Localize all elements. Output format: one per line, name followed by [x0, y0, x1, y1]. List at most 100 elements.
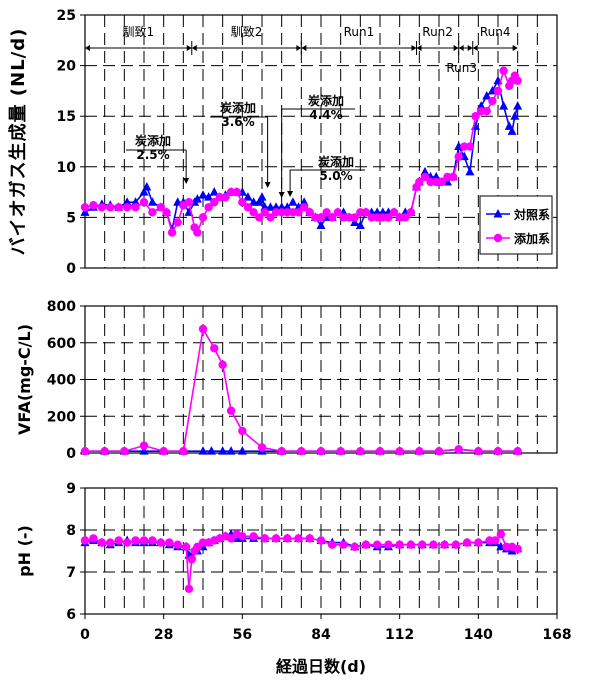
- panel2-series-added-point: [454, 445, 463, 454]
- panel1-series-added-point: [167, 228, 177, 237]
- panel1-series-added-point: [156, 203, 166, 212]
- panel2-series-added-point: [139, 441, 149, 450]
- panel1-series-control-point: [254, 197, 264, 206]
- panel3-series-added-point: [395, 540, 404, 549]
- panel3-series-added-point: [305, 534, 314, 543]
- panel2-series-control-point: [226, 446, 236, 455]
- panel3-series-added-point: [339, 540, 348, 549]
- panel2-series-added-point: [120, 446, 129, 456]
- panel3-series-added-point: [384, 540, 393, 549]
- panel1-series-added-point: [243, 203, 253, 212]
- panel3-series-added-point: [181, 542, 191, 551]
- panel1-series-added-point: [260, 208, 270, 217]
- panel3-series-added-point: [165, 538, 174, 547]
- panel1-series-added-point: [210, 198, 219, 207]
- panel1-series-added-point: [97, 203, 107, 212]
- panel1-series-added-point: [193, 228, 202, 237]
- legend-swatch-marker: [493, 233, 503, 243]
- phase-arrow-head: [85, 45, 90, 51]
- panel2-series-control-point: [218, 446, 228, 455]
- panel2-series-added-point: [434, 446, 444, 456]
- panel2-series-added-point: [513, 446, 522, 456]
- panel1-series-control-point: [513, 101, 523, 110]
- panel1-series-added-point: [305, 208, 314, 217]
- panel2-series-added-point: [238, 426, 247, 436]
- legend-swatch-marker: [493, 209, 503, 218]
- panel3-series-added-point: [451, 540, 461, 549]
- phase-arrow-head: [453, 45, 459, 51]
- panel3-series-added-point: [260, 534, 270, 543]
- panel1-ylabel: バイオガス生成量 (NL/d): [7, 28, 29, 256]
- panel3-ytick-label: 9: [66, 481, 76, 497]
- legend-label-added: 添加系: [514, 231, 550, 246]
- panel1-series-control-point: [299, 197, 309, 206]
- charcoal-annotation-title: 炭添加: [308, 93, 344, 108]
- panel2-series-added-point: [395, 446, 404, 456]
- panel2-series-added-point: [198, 324, 208, 334]
- panel2-ytick-label: 800: [47, 299, 76, 315]
- panel3-series-added-point: [328, 540, 337, 549]
- panel2-series-added-point: [100, 446, 109, 456]
- panel1-series-added-point: [131, 203, 140, 212]
- panel1-series-added-point: [114, 203, 123, 212]
- panel2-series-added-point: [375, 446, 385, 456]
- panel1-series-added-point: [454, 152, 463, 161]
- panel3-series-added-point: [106, 538, 115, 547]
- phase-label-run4: Run4: [480, 25, 511, 39]
- phase-label-馴致2: 馴致2: [231, 25, 263, 39]
- panel1-series-control-point: [420, 166, 430, 176]
- panel1-ytick-label: 5: [66, 210, 76, 226]
- phase-label-馴致1: 馴致1: [123, 25, 155, 39]
- charcoal-annotation-arrow: [278, 192, 285, 198]
- panel3-series-added-point: [294, 534, 303, 543]
- panel1-series-added-point: [389, 208, 399, 217]
- charcoal-annotation-title: 炭添加: [135, 133, 171, 148]
- panel1-series-added-point: [238, 198, 247, 207]
- panel1-series-added-point: [401, 213, 410, 222]
- panel3-series-added-point: [122, 538, 132, 547]
- panel1-ytick-label: 0: [66, 261, 76, 277]
- panel1-series-added-point: [322, 208, 331, 217]
- panel3-series-added-point: [490, 536, 500, 545]
- panel2-series-added-point: [159, 446, 168, 456]
- panel3-xtick-label: 140: [464, 627, 493, 643]
- panel2-series-added-point: [474, 446, 483, 456]
- panel1-series-added-point: [198, 213, 208, 222]
- panel1-series-added-point: [406, 208, 416, 217]
- panel3-series-added-point: [249, 532, 258, 541]
- panel1-series-control-point: [198, 190, 208, 199]
- panel1-series-added-point: [448, 172, 458, 182]
- panel2-series-added-point: [356, 446, 365, 456]
- panel1-series-control-point: [80, 207, 90, 216]
- panel1-series-added-point: [184, 198, 194, 207]
- panel2-ytick-label: 0: [66, 446, 76, 462]
- panel1-series-added-point: [221, 192, 230, 202]
- panel1-ytick-label: 25: [57, 8, 76, 24]
- panel3-series-added-point: [406, 540, 416, 549]
- panel3-xtick-label: 112: [385, 627, 414, 643]
- panel2-series-added-point: [257, 443, 267, 452]
- panel1-series-added-point: [350, 213, 359, 222]
- panel3-series-added-point: [114, 536, 123, 545]
- panel3-series-added-point: [238, 532, 247, 541]
- panel1-series-control-point: [257, 192, 267, 201]
- panel1-series-added-point: [420, 172, 430, 182]
- panel1-series-added-point: [437, 177, 447, 187]
- panel3-series-added-point: [80, 536, 90, 545]
- panel1-series-added-point: [482, 106, 491, 116]
- panel1-series-control-point: [192, 194, 202, 203]
- phase-arrow-head: [301, 45, 307, 51]
- panel3-xtick-label: 84: [311, 627, 331, 643]
- panel3-series-added-point: [131, 536, 140, 545]
- charcoal-annotation-title: 炭添加: [318, 154, 354, 169]
- panel3-series-added-point: [89, 534, 98, 543]
- panel3-series-added-point: [361, 540, 371, 549]
- phase-label-run3: Run3: [446, 61, 477, 75]
- charcoal-annotation-value: 3.6%: [221, 115, 254, 129]
- panel1-series-control-point: [139, 187, 149, 196]
- panel2-ytick-label: 200: [47, 409, 76, 425]
- panel1-series-added-point: [471, 112, 480, 121]
- panel2-series-added-point: [179, 446, 188, 456]
- panel2-series-added-point: [316, 446, 326, 456]
- panel1-series-added-point: [122, 203, 132, 212]
